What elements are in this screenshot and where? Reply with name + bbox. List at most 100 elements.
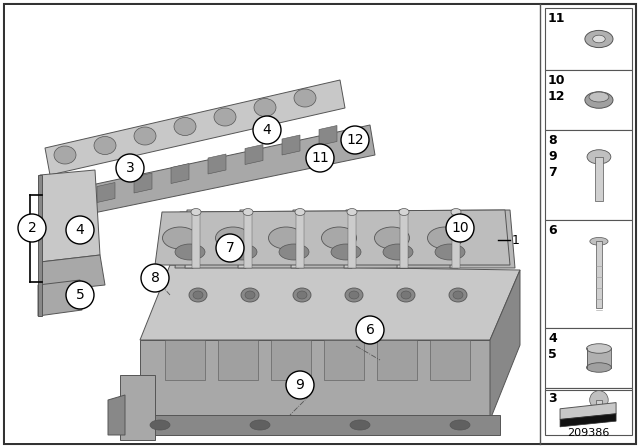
Polygon shape	[38, 175, 42, 316]
Polygon shape	[40, 170, 100, 262]
Polygon shape	[291, 210, 301, 268]
Text: 11: 11	[548, 12, 566, 25]
Circle shape	[253, 116, 281, 144]
Polygon shape	[282, 135, 300, 155]
Polygon shape	[238, 210, 248, 268]
Ellipse shape	[586, 344, 611, 353]
Polygon shape	[140, 340, 490, 420]
Text: 5: 5	[548, 348, 557, 361]
Circle shape	[216, 234, 244, 262]
Circle shape	[306, 144, 334, 172]
Bar	[596, 241, 602, 308]
Ellipse shape	[593, 35, 605, 43]
Polygon shape	[324, 340, 364, 380]
Ellipse shape	[94, 137, 116, 155]
Ellipse shape	[150, 420, 170, 430]
Ellipse shape	[435, 244, 465, 260]
Ellipse shape	[54, 146, 76, 164]
Polygon shape	[185, 210, 195, 268]
Ellipse shape	[250, 420, 270, 430]
Ellipse shape	[279, 244, 309, 260]
Polygon shape	[60, 192, 78, 212]
Text: 10: 10	[451, 221, 469, 235]
Text: 6: 6	[548, 224, 557, 237]
Ellipse shape	[586, 363, 611, 372]
Polygon shape	[120, 375, 155, 440]
Bar	[545, 130, 632, 220]
Polygon shape	[490, 270, 520, 420]
Circle shape	[356, 316, 384, 344]
Polygon shape	[108, 395, 125, 435]
Ellipse shape	[321, 227, 356, 249]
Ellipse shape	[401, 291, 411, 299]
Text: 5: 5	[76, 288, 84, 302]
Bar	[545, 8, 632, 70]
Polygon shape	[45, 80, 345, 175]
Text: 7: 7	[226, 241, 234, 255]
Polygon shape	[40, 255, 105, 292]
Text: 11: 11	[311, 151, 329, 165]
Polygon shape	[319, 125, 337, 146]
Circle shape	[286, 371, 314, 399]
Circle shape	[141, 264, 169, 292]
Ellipse shape	[163, 227, 198, 249]
Polygon shape	[45, 125, 375, 222]
Ellipse shape	[451, 208, 461, 215]
Text: 12: 12	[346, 133, 364, 147]
Ellipse shape	[295, 208, 305, 215]
Polygon shape	[218, 340, 258, 380]
Bar	[545, 328, 632, 388]
Text: 6: 6	[365, 323, 374, 337]
Ellipse shape	[174, 117, 196, 135]
Text: 9: 9	[296, 378, 305, 392]
Ellipse shape	[449, 288, 467, 302]
Ellipse shape	[331, 244, 361, 260]
Ellipse shape	[294, 89, 316, 107]
Text: 10: 10	[548, 74, 566, 87]
Ellipse shape	[245, 291, 255, 299]
Polygon shape	[97, 182, 115, 202]
Bar	[586, 349, 611, 367]
Ellipse shape	[227, 244, 257, 260]
Ellipse shape	[453, 291, 463, 299]
Polygon shape	[245, 145, 263, 164]
Polygon shape	[171, 164, 189, 184]
Text: 4: 4	[262, 123, 271, 137]
Circle shape	[66, 216, 94, 244]
Polygon shape	[165, 340, 205, 380]
Polygon shape	[244, 212, 252, 268]
Text: 4: 4	[76, 223, 84, 237]
Polygon shape	[271, 340, 311, 380]
Circle shape	[116, 154, 144, 182]
Ellipse shape	[589, 92, 609, 102]
Circle shape	[589, 391, 608, 409]
Text: 1: 1	[512, 233, 520, 246]
Ellipse shape	[399, 208, 409, 215]
Ellipse shape	[450, 420, 470, 430]
Ellipse shape	[269, 227, 303, 249]
Polygon shape	[452, 212, 460, 268]
Ellipse shape	[397, 288, 415, 302]
Ellipse shape	[293, 288, 311, 302]
Ellipse shape	[134, 127, 156, 145]
Polygon shape	[400, 212, 408, 268]
Bar	[595, 157, 603, 201]
Polygon shape	[450, 210, 460, 268]
Bar	[545, 388, 632, 430]
Polygon shape	[560, 403, 616, 419]
Circle shape	[66, 281, 94, 309]
Ellipse shape	[347, 208, 357, 215]
Text: 3: 3	[125, 161, 134, 175]
Text: 12: 12	[548, 90, 566, 103]
Text: 2: 2	[28, 221, 36, 235]
Polygon shape	[175, 210, 515, 268]
Circle shape	[446, 214, 474, 242]
Text: 209386: 209386	[567, 428, 610, 438]
Text: 4: 4	[548, 332, 557, 345]
Bar	[545, 220, 632, 328]
Polygon shape	[155, 210, 510, 265]
Text: 8: 8	[150, 271, 159, 285]
Polygon shape	[134, 173, 152, 193]
Ellipse shape	[193, 291, 203, 299]
Bar	[5, 5, 539, 443]
